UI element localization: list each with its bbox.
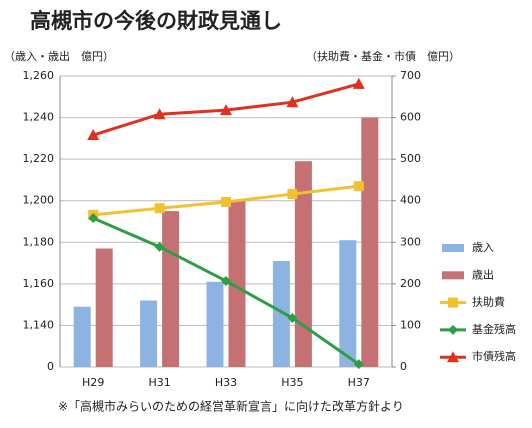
marker — [353, 359, 364, 370]
marker — [221, 275, 231, 286]
marker — [154, 203, 165, 214]
bar — [272, 260, 290, 367]
marker — [153, 108, 166, 120]
marker — [88, 213, 99, 224]
legend-swatch — [442, 271, 464, 280]
y-tick-label: 1,200 — [23, 194, 55, 207]
note: ※「高槻市みらいのための経営革新宣言」に向けた改革方針より — [58, 399, 404, 414]
marker — [448, 297, 458, 308]
x-tick-label: H37 — [348, 376, 370, 389]
bar — [162, 211, 180, 367]
y-axis-label: （歳入・歳出 億円） — [4, 49, 114, 63]
bar — [339, 240, 357, 367]
marker — [447, 351, 459, 363]
legend-label: 歳出 — [472, 267, 494, 281]
x-tick-label: H33 — [215, 376, 237, 389]
legend-label: 基金残高 — [472, 322, 516, 336]
bar — [140, 300, 158, 367]
y-tick-label: 1,140 — [23, 318, 55, 331]
marker — [87, 129, 100, 141]
marker — [448, 324, 458, 335]
marker — [286, 96, 299, 108]
x-tick-label: H29 — [82, 376, 104, 389]
marker — [220, 104, 232, 116]
line — [92, 216, 360, 366]
y2-tick-label: 500 — [400, 152, 421, 165]
y2-tick-label: 100 — [400, 318, 421, 331]
bar — [206, 281, 224, 367]
y2-tick-label: 400 — [400, 194, 421, 207]
y-tick-label: 0 — [47, 360, 54, 373]
y-tick-label: 1,240 — [23, 111, 55, 124]
marker — [352, 77, 365, 89]
bar — [228, 200, 246, 367]
y-tick-label: 1,220 — [23, 152, 55, 165]
marker — [287, 312, 298, 323]
bar — [361, 117, 379, 367]
marker — [154, 241, 165, 252]
y2-tick-label: 700 — [400, 69, 421, 82]
marker — [353, 181, 364, 192]
y2-tick-label: 600 — [400, 111, 421, 124]
legend-label: 市債残高 — [472, 349, 516, 363]
y-tick-label: 1,180 — [23, 235, 55, 248]
marker — [287, 189, 298, 200]
legend-label: 扶助費 — [472, 295, 505, 309]
y2-tick-label: 300 — [400, 235, 421, 248]
y2-axis-label: （扶助費・基金・市債 億円） — [306, 49, 460, 63]
y-tick-label: 1,260 — [23, 69, 55, 82]
y2-tick-label: 200 — [400, 277, 421, 290]
x-tick-label: H35 — [281, 376, 303, 389]
legend-swatch — [442, 244, 464, 252]
bar — [95, 248, 113, 367]
y-tick-label: 1,160 — [23, 277, 55, 290]
chart-title: 高槻市の今後の財政見通し — [30, 9, 282, 33]
bar — [73, 306, 91, 367]
bar — [294, 161, 312, 367]
legend-label: 歳入 — [472, 241, 494, 254]
marker — [221, 196, 231, 207]
x-tick-label: H31 — [148, 376, 170, 389]
y2-tick-label: 0 — [400, 360, 407, 373]
